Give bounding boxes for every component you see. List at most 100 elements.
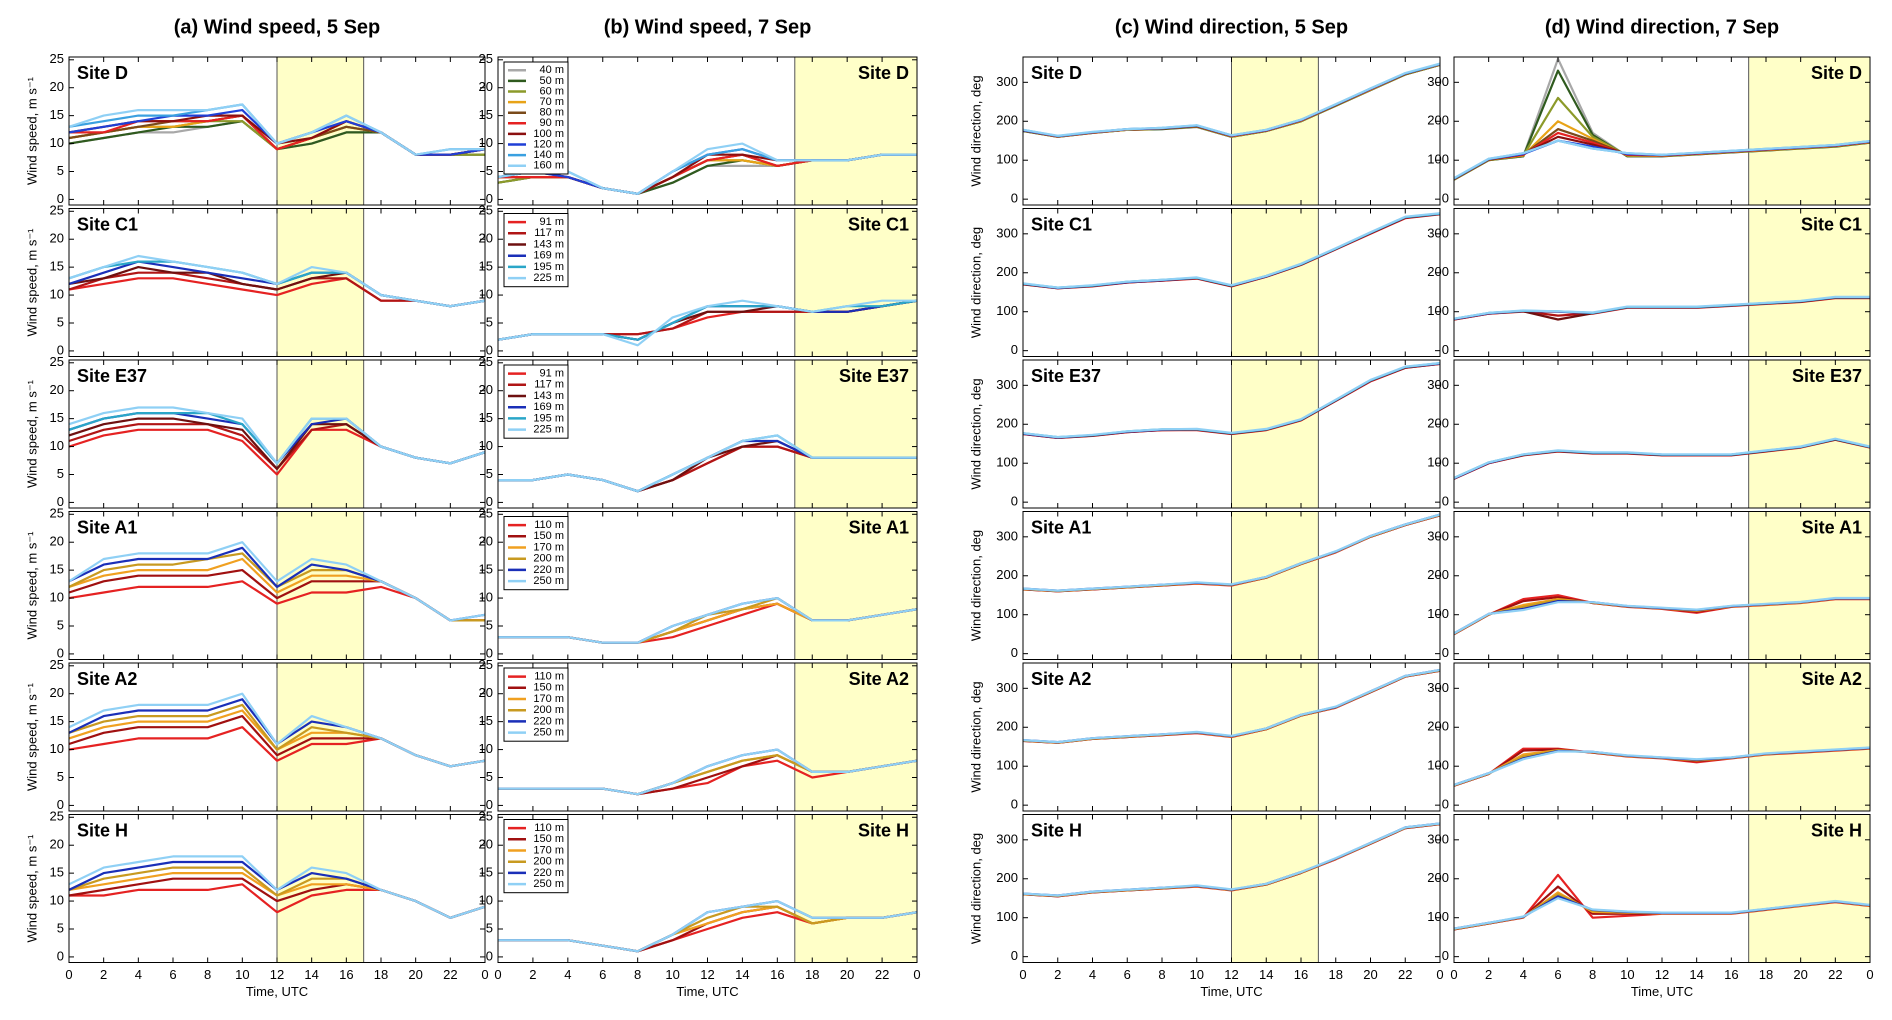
highlight-band (276, 56, 365, 206)
panel: 0 5 10 15 20 25 Wind speed, m s⁻¹ Site A2 (24, 657, 486, 812)
y-axis-label: Wind speed, m s⁻¹ (24, 834, 39, 943)
series-line (498, 748, 917, 796)
site-label: Site H (1031, 820, 1082, 840)
y-axis-label: Wind speed, m s⁻¹ (24, 379, 39, 488)
lines (498, 299, 917, 347)
x-tick-label: 22 (443, 967, 457, 982)
site-label: Site H (77, 820, 128, 840)
x-tick-label: 18 (805, 967, 819, 982)
y-tick-label: 25 (479, 354, 493, 369)
highlight-band (794, 56, 918, 206)
y-tick-label: 0 (486, 494, 493, 509)
x-axis-label: Time, UTC (246, 984, 308, 999)
legend-label: 70 m (540, 96, 564, 108)
x-tick-label: 20 (1363, 967, 1377, 982)
y-tick-label: 0 (486, 948, 493, 963)
x-tick-label: 16 (1294, 967, 1308, 982)
x-tick-label: 10 (1190, 967, 1204, 982)
panel: 0 5 10 15 20 25 (b) Wind speed, 7 Sep Site D 40 … (479, 16, 918, 206)
legend-box (503, 516, 569, 591)
lines (1454, 437, 1870, 480)
x-tick-label: 0 (1866, 967, 1873, 982)
y-tick-label: 5 (57, 163, 64, 178)
y-tick-label: 300 (1427, 831, 1449, 846)
legend-label: 169 m (533, 250, 564, 262)
legend-label: 170 m (533, 693, 564, 705)
legend-label: 220 m (533, 867, 564, 879)
y-axis-label: Wind direction, deg (968, 378, 983, 489)
panel-title: (a) Wind speed, 5 Sep (174, 16, 381, 38)
y-tick-label: 15 (479, 713, 493, 728)
y-tick-label: 100 (996, 303, 1018, 318)
x-tick-label: 0 (1019, 967, 1026, 982)
y-tick-label: 15 (479, 107, 493, 122)
x-tick-label: 14 (1259, 967, 1273, 982)
legend-label: 250 m (533, 727, 564, 739)
y-tick-label: 300 (996, 528, 1018, 543)
y-tick-label: 20 (50, 534, 64, 549)
y-tick-label: 100 (1427, 758, 1449, 773)
y-tick-label: 300 (996, 377, 1018, 392)
y-tick-label: 300 (996, 225, 1018, 240)
y-tick-label: 0 (57, 645, 64, 660)
x-tick-label: 18 (374, 967, 388, 982)
legend-label: 200 m (533, 704, 564, 716)
highlight-band (1231, 359, 1319, 509)
series-line (1454, 897, 1870, 930)
legend-label: 110 m (534, 519, 564, 531)
lines (69, 406, 485, 476)
panel: 0 100 200 300 Wind direction, deg Site E37 (968, 359, 1441, 509)
series-line (69, 692, 485, 768)
y-tick-label: 0 (57, 494, 64, 509)
y-tick-label: 15 (50, 107, 64, 122)
series-line (1454, 295, 1870, 320)
y-tick-label: 20 (479, 231, 493, 246)
legend-label: 117 m (534, 379, 564, 391)
panel: 0 100 200 300 Wind direction, deg Site A2 (968, 662, 1441, 812)
legend-label: 195 m (533, 261, 564, 273)
y-tick-label: 200 (996, 264, 1018, 279)
lines (1023, 362, 1440, 439)
site-label: Site C1 (848, 214, 909, 234)
highlight-band (1231, 56, 1319, 206)
y-axis-label: Wind direction, deg (968, 75, 983, 186)
panel: 0 100 200 300 (c) Wind direction, 5 Sep Wind … (968, 16, 1441, 206)
site-label: Site C1 (1031, 214, 1092, 234)
legend-label: 170 m (533, 844, 564, 856)
lines (69, 541, 485, 622)
y-tick-label: 25 (50, 51, 64, 66)
x-tick-label: 10 (235, 967, 249, 982)
y-tick-label: 300 (996, 831, 1018, 846)
y-tick-label: 10 (50, 893, 64, 908)
y-tick-label: 0 (1011, 191, 1018, 206)
y-tick-label: 100 (996, 909, 1018, 924)
legend-label: 250 m (533, 878, 564, 890)
x-tick-label: 22 (875, 967, 889, 982)
x-tick-label: 16 (339, 967, 353, 982)
x-tick-label: 20 (408, 967, 422, 982)
x-tick-label: 12 (270, 967, 284, 982)
x-tick-label: 10 (1620, 967, 1634, 982)
series-line (69, 541, 485, 622)
y-tick-label: 5 (486, 314, 493, 329)
x-tick-label: 20 (840, 967, 854, 982)
x-axis-label: Time, UTC (1631, 984, 1693, 999)
y-tick-label: 20 (50, 382, 64, 397)
highlight-band (1748, 359, 1871, 509)
x-tick-label: 20 (1793, 967, 1807, 982)
legend-label: 91 m (540, 368, 564, 380)
y-tick-label: 300 (1427, 377, 1449, 392)
y-tick-label: 10 (479, 893, 493, 908)
series-line (1454, 437, 1870, 480)
site-label: Site C1 (77, 214, 138, 234)
y-tick-label: 0 (1442, 948, 1449, 963)
y-tick-label: 15 (479, 259, 493, 274)
x-tick-label: 14 (735, 967, 749, 982)
legend-label: 140 m (533, 149, 564, 161)
site-label: Site A1 (77, 517, 137, 537)
series-line (69, 855, 485, 919)
panel: 0 100 200 300 0 2 4 6 8 10 12 14 16 18 20 22 0 Wind direc… (968, 814, 1444, 999)
